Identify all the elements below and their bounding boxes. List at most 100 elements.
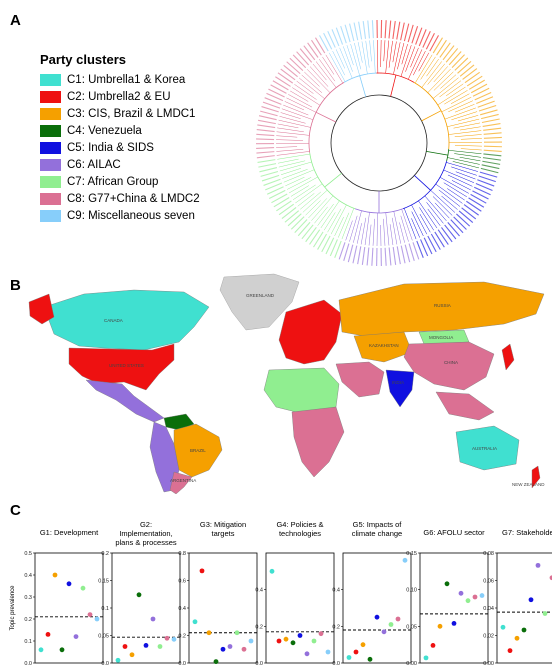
- legend-label: C1: Umbrella1 & Korea: [67, 73, 186, 86]
- panel-label-a: A: [10, 12, 21, 29]
- y-tick-label: 0.2: [101, 551, 109, 557]
- legend-label: C5: India & SIDS: [67, 141, 154, 154]
- alaska-region: [28, 293, 55, 325]
- point-c5: [374, 614, 380, 620]
- point-c3: [206, 630, 212, 636]
- point-c2: [276, 638, 282, 644]
- point-c3: [514, 635, 520, 641]
- point-c9: [94, 616, 100, 622]
- legend-label: C9: Miscellaneous seven: [67, 209, 195, 222]
- map-label-greenland: GREENLAND: [246, 293, 275, 298]
- plot-frame: [188, 552, 258, 664]
- point-c9: [248, 638, 254, 644]
- chart-panel-g2: G2: Implementation, plans & processes 0.0 0.…: [98, 520, 181, 667]
- plot-frame: [496, 552, 552, 664]
- legend-label: C2: Umbrella2 & EU: [67, 90, 171, 103]
- point-c3: [360, 642, 366, 648]
- map-label-brazil: BRAZIL: [190, 448, 206, 453]
- legend-swatch: [40, 141, 61, 154]
- legend-item-c6: C6: AILAC: [40, 156, 200, 173]
- y-tick-label: 0.0: [255, 661, 263, 667]
- point-c1: [38, 647, 44, 653]
- dendrogram-cluster-c6: [338, 191, 420, 266]
- plot-frame: [342, 552, 412, 664]
- y-tick-label: 0.2: [255, 624, 263, 630]
- japan-region: [501, 343, 515, 371]
- point-c6: [150, 616, 156, 622]
- y-tick-label: 0.2: [178, 634, 186, 640]
- map-label-australia: AUSTRALIA: [472, 446, 497, 451]
- y-tick-label: 0.0: [101, 661, 109, 667]
- point-c9: [325, 649, 331, 655]
- point-c2: [507, 648, 513, 654]
- point-c8: [549, 575, 552, 581]
- dendrogram-cluster-c3: [413, 37, 503, 152]
- point-c2: [199, 568, 205, 574]
- legend-label: C3: CIS, Brazil & LMDC1: [67, 107, 196, 120]
- y-tick-label: 0.2: [332, 624, 340, 630]
- point-c8: [87, 612, 93, 617]
- dendrogram-cluster-c7: [257, 152, 356, 258]
- legend-item-c3: C3: CIS, Brazil & LMDC1: [40, 105, 200, 122]
- chart-panel-g5: G5: Impacts of climate change 0.0 0.2 0.4: [332, 520, 412, 667]
- central-asia-region: [353, 331, 413, 363]
- chart-title: G1: Development: [40, 528, 99, 537]
- map-label-india: INDIA: [392, 380, 404, 385]
- usa-region: [68, 343, 175, 391]
- point-c8: [318, 631, 324, 637]
- y-tick-label: 0.15: [98, 579, 109, 585]
- russia-region: [338, 281, 545, 337]
- y-tick-label: 0.00: [483, 661, 494, 667]
- y-tick-label: 0.05: [406, 624, 417, 630]
- y-tick-label: 0.6: [178, 579, 186, 585]
- chart-panel-g3: G3: Mitigation targets 0.0 0.2 0.4 0.6 0.8: [178, 520, 258, 667]
- legend-label: C7: African Group: [67, 175, 159, 188]
- legend-swatch: [40, 175, 61, 188]
- point-c4: [136, 592, 142, 598]
- chart-panel-g6: G6: AFOLU sector 0.00 0.05 0.10 0.15: [406, 528, 489, 667]
- y-tick-label: 0.4: [24, 573, 32, 579]
- chart-title: G6: AFOLU sector: [423, 528, 485, 537]
- point-c7: [542, 611, 548, 616]
- point-c5: [220, 646, 226, 652]
- point-c5: [143, 643, 149, 648]
- dendrogram-cluster-c8: [255, 37, 345, 159]
- point-c1: [346, 655, 352, 660]
- y-tick-label: 0.0: [24, 661, 32, 667]
- panel-label-b: B: [10, 277, 21, 294]
- point-c9: [479, 593, 485, 598]
- map-label-kazakhstan: KAZAKHSTAN: [369, 343, 399, 348]
- point-c4: [367, 656, 373, 662]
- point-c2: [353, 649, 359, 655]
- point-c4: [444, 581, 450, 587]
- legend-item-c2: C2: Umbrella2 & EU: [40, 88, 200, 105]
- point-c4: [521, 627, 527, 633]
- legend-swatch: [40, 124, 61, 137]
- point-c9: [402, 557, 408, 563]
- point-c7: [465, 598, 471, 604]
- circular-dendrogram: [255, 20, 503, 266]
- brazil-region: [173, 423, 223, 478]
- y-tick-label: 0.1: [101, 606, 109, 612]
- map-label-nz: NEW ZEALAND: [512, 482, 545, 487]
- point-c2: [45, 632, 51, 637]
- point-c9: [171, 636, 177, 642]
- legend-item-c4: C4: Venezuela: [40, 122, 200, 139]
- point-c6: [381, 629, 387, 635]
- dendrogram-root-arc: [330, 94, 428, 192]
- chart-title: G5: Impacts of climate change: [352, 520, 403, 538]
- new-zealand-region: [531, 465, 541, 489]
- point-c3: [437, 623, 443, 629]
- point-c5: [528, 597, 534, 603]
- middle-east-region: [335, 361, 385, 398]
- topic-prevalence-charts: Topic prevalence G1: Development 0.0 0.1 0.2…: [10, 520, 552, 667]
- point-c1: [269, 568, 275, 574]
- plot-frame: [265, 552, 335, 664]
- map-label-usa: UNITED STATES: [109, 363, 144, 368]
- y-tick-label: 0.00: [406, 661, 417, 667]
- point-c2: [430, 643, 436, 648]
- dendrogram-cluster-c4: [426, 149, 502, 174]
- chart-title: G4: Policies & technologies: [276, 520, 323, 538]
- map-label-canada: CANADA: [104, 318, 123, 323]
- y-tick-label: 0.1: [24, 639, 32, 645]
